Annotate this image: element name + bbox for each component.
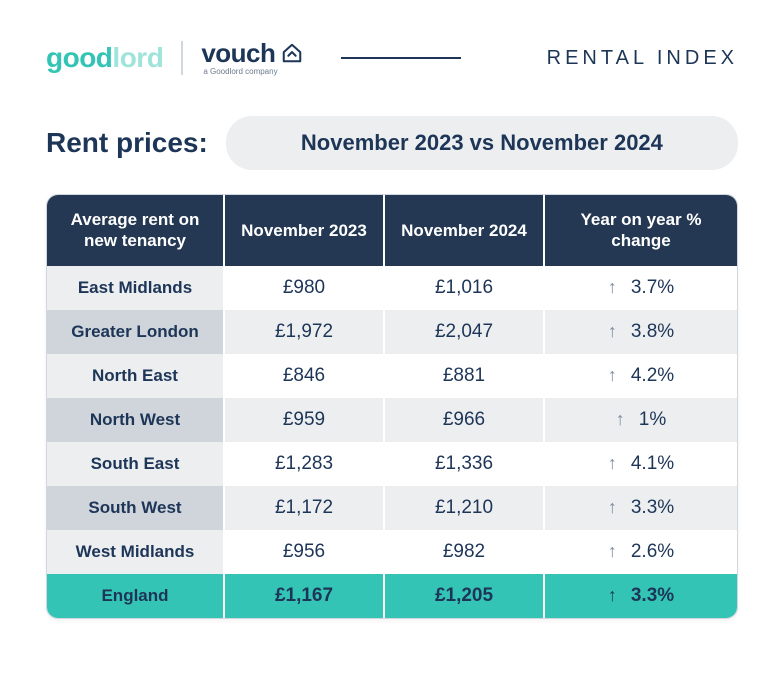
rental-index-title: RENTAL INDEX — [499, 47, 738, 70]
cell-nov-2023: £846 — [225, 354, 385, 398]
arrow-up-icon: ↑ — [608, 277, 617, 298]
cell-yoy: ↑ 3.3% — [545, 486, 737, 530]
yoy-value: 3.3% — [631, 585, 674, 607]
th-nov-2023: November 2023 — [225, 195, 385, 266]
cell-nov-2024: £1,210 — [385, 486, 545, 530]
cell-nov-2023: £1,167 — [225, 574, 385, 618]
table-row: Greater London£1,972£2,047 ↑ 3.8% — [47, 310, 737, 354]
cell-region: Greater London — [47, 310, 225, 354]
cell-region: West Midlands — [47, 530, 225, 574]
cell-region: North West — [47, 398, 225, 442]
yoy-value: 3.8% — [631, 321, 674, 343]
arrow-up-icon: ↑ — [608, 497, 617, 518]
cell-nov-2024: £1,205 — [385, 574, 545, 618]
cell-nov-2023: £959 — [225, 398, 385, 442]
table-body: East Midlands£980£1,016 ↑ 3.7% Greater Lond… — [47, 266, 737, 618]
arrow-up-icon: ↑ — [608, 453, 617, 474]
goodlord-logo: goodlord — [46, 42, 163, 74]
header-bar: goodlord vouch a Goodlord company RENTAL… — [46, 40, 738, 76]
cell-nov-2024: £982 — [385, 530, 545, 574]
cell-yoy: ↑ 4.2% — [545, 354, 737, 398]
yoy-value: 4.2% — [631, 365, 674, 387]
arrow-up-icon: ↑ — [608, 321, 617, 342]
period-pill: November 2023 vs November 2024 — [226, 116, 738, 170]
cell-region: South East — [47, 442, 225, 486]
cell-nov-2023: £980 — [225, 266, 385, 310]
table-row: South East£1,283£1,336 ↑ 4.1% — [47, 442, 737, 486]
cell-nov-2024: £1,016 — [385, 266, 545, 310]
table-header-row: Average rent on new tenancy November 202… — [47, 195, 737, 266]
cell-nov-2023: £1,283 — [225, 442, 385, 486]
cell-yoy: ↑ 2.6% — [545, 530, 737, 574]
yoy-value: 3.3% — [631, 497, 674, 519]
th-nov-2024: November 2024 — [385, 195, 545, 266]
house-icon — [281, 42, 303, 64]
cell-yoy: ↑ 4.1% — [545, 442, 737, 486]
cell-nov-2023: £956 — [225, 530, 385, 574]
yoy-value: 4.1% — [631, 453, 674, 475]
arrow-up-icon: ↑ — [608, 585, 617, 606]
table-row: South West£1,172£1,210 ↑ 3.3% — [47, 486, 737, 530]
vouch-logo: vouch a Goodlord company — [201, 40, 303, 76]
yoy-value: 2.6% — [631, 541, 674, 563]
cell-nov-2024: £1,336 — [385, 442, 545, 486]
table-row: England£1,167£1,205 ↑ 3.3% — [47, 574, 737, 618]
cell-yoy: ↑ 1% — [545, 398, 737, 442]
cell-region: North East — [47, 354, 225, 398]
cell-yoy: ↑ 3.8% — [545, 310, 737, 354]
yoy-value: 3.7% — [631, 277, 674, 299]
arrow-up-icon: ↑ — [608, 541, 617, 562]
cell-nov-2023: £1,172 — [225, 486, 385, 530]
th-yoy: Year on year % change — [545, 195, 737, 266]
cell-yoy: ↑ 3.3% — [545, 574, 737, 618]
rent-table: Average rent on new tenancy November 202… — [46, 194, 738, 619]
cell-yoy: ↑ 3.7% — [545, 266, 737, 310]
table-row: East Midlands£980£1,016 ↑ 3.7% — [47, 266, 737, 310]
vertical-divider — [181, 41, 183, 75]
cell-region: East Midlands — [47, 266, 225, 310]
cell-nov-2024: £966 — [385, 398, 545, 442]
cell-region: South West — [47, 486, 225, 530]
cell-nov-2024: £2,047 — [385, 310, 545, 354]
section-title: Rent prices: — [46, 127, 208, 159]
horizontal-divider — [341, 57, 461, 59]
table-row: West Midlands£956£982 ↑ 2.6% — [47, 530, 737, 574]
cell-nov-2023: £1,972 — [225, 310, 385, 354]
vouch-subtext: a Goodlord company — [203, 68, 277, 76]
arrow-up-icon: ↑ — [608, 365, 617, 386]
vouch-text: vouch — [201, 40, 275, 66]
yoy-value: 1% — [639, 409, 666, 431]
title-row: Rent prices: November 2023 vs November 2… — [46, 116, 738, 170]
cell-region: England — [47, 574, 225, 618]
arrow-up-icon: ↑ — [616, 409, 625, 430]
th-region: Average rent on new tenancy — [47, 195, 225, 266]
cell-nov-2024: £881 — [385, 354, 545, 398]
table-row: North East£846£881 ↑ 4.2% — [47, 354, 737, 398]
table-row: North West£959£966 ↑ 1% — [47, 398, 737, 442]
